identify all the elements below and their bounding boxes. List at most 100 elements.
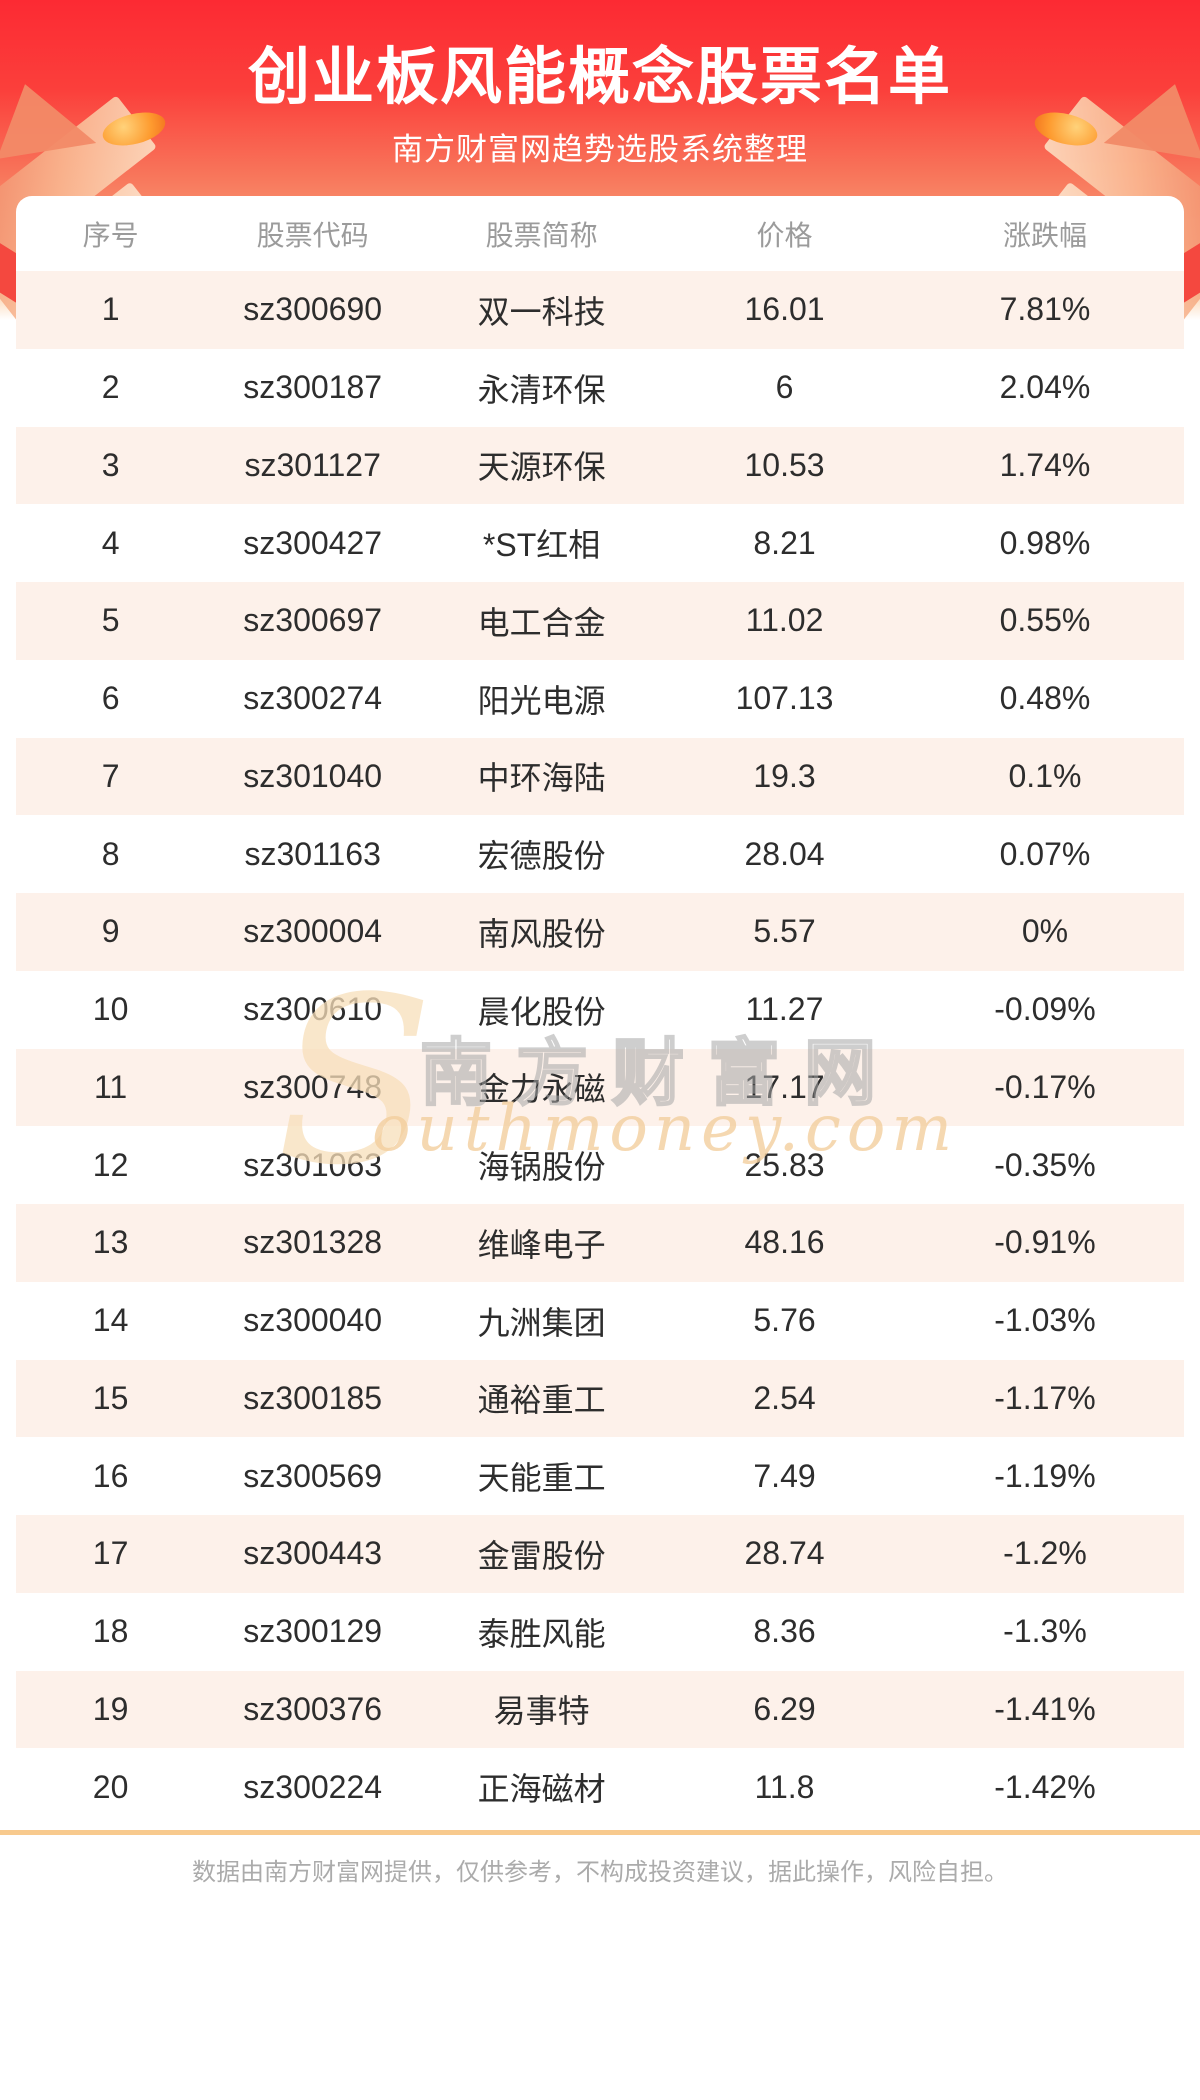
- table-cell: 泰胜风能: [477, 1615, 606, 1652]
- table-cell: 电工合金: [477, 604, 606, 641]
- table-header-row: 序号 股票代码 股票简称 价格 涨跌幅: [16, 196, 1184, 271]
- table-cell: -1.2%: [1003, 1535, 1087, 1572]
- table-cell: 4: [101, 524, 120, 561]
- table-cell: 18: [92, 1613, 129, 1650]
- table-cell: sz300569: [243, 1457, 383, 1494]
- table-cell: sz300443: [243, 1535, 383, 1572]
- table-cell: sz300427: [243, 524, 383, 561]
- table-cell: sz300040: [243, 1302, 383, 1339]
- table-cell: 0.55%: [999, 602, 1091, 639]
- table-row: 13 sz301328 维峰电子 48.16 -0.91%: [16, 1204, 1184, 1282]
- table-row: 12 sz301063 海锅股份 25.83 -0.35%: [16, 1126, 1184, 1204]
- column-header: 序号: [82, 219, 139, 251]
- table-cell: 6: [101, 680, 120, 717]
- table-cell: 8: [101, 835, 120, 872]
- table-cell: 9: [101, 913, 120, 950]
- table-cell: 1.74%: [999, 446, 1091, 483]
- table-cell: 晨化股份: [477, 993, 606, 1030]
- table-row: 6 sz300274 阳光电源 107.13 0.48%: [16, 660, 1184, 738]
- table-cell: -0.91%: [994, 1224, 1096, 1261]
- table-cell: 11.27: [745, 991, 824, 1028]
- table-cell: 8.21: [753, 524, 816, 561]
- table-cell: 0.98%: [999, 524, 1091, 561]
- table-row: 15 sz300185 通裕重工 2.54 -1.17%: [16, 1359, 1184, 1438]
- table-cell: 11.02: [745, 602, 824, 639]
- table-cell: 12: [92, 1146, 129, 1183]
- table-cell: 阳光电源: [477, 682, 606, 719]
- disclaimer-text: 数据由南方财富网提供，仅供参考，不构成投资建议，据此操作，风险自担。: [192, 1859, 1008, 1886]
- table-cell: sz301040: [243, 757, 383, 794]
- table-body: 1 sz300690 双一科技 16.01 7.81% 2 sz300187 永清环保 6 2.0…: [16, 271, 1184, 1826]
- table-cell: sz300274: [243, 680, 383, 717]
- table-row: 4 sz300427 *ST红相 8.21 0.98%: [16, 504, 1184, 582]
- table-row: 14 sz300040 九洲集团 5.76 -1.03%: [16, 1282, 1184, 1360]
- table-cell: sz301328: [243, 1224, 383, 1261]
- table-cell: 19.3: [753, 757, 816, 794]
- table-row: 1 sz300690 双一科技 16.01 7.81%: [16, 271, 1184, 349]
- table-row: 9 sz300004 南风股份 5.57 0%: [16, 893, 1184, 971]
- table-cell: 48.16: [744, 1224, 825, 1261]
- table-cell: 通裕重工: [477, 1382, 606, 1419]
- table-cell: sz300129: [243, 1613, 383, 1650]
- column-header: 股票简称: [485, 219, 598, 251]
- table-cell: 九洲集团: [477, 1304, 606, 1341]
- table-cell: 28.74: [744, 1535, 825, 1572]
- column-header: 价格: [756, 219, 813, 251]
- table-cell: 19: [92, 1690, 129, 1727]
- page-title: 创业板风能概念股票名单: [247, 43, 952, 112]
- table-cell: 2: [101, 369, 120, 406]
- table-cell: 107.13: [735, 680, 834, 717]
- table-cell: 金力永磁: [477, 1071, 606, 1108]
- table-cell: 7: [101, 757, 120, 794]
- table-cell: -1.42%: [994, 1768, 1096, 1805]
- table-row: 18 sz300129 泰胜风能 8.36 -1.3%: [16, 1593, 1184, 1671]
- table-row: 20 sz300224 正海磁材 11.8 -1.42%: [16, 1748, 1184, 1826]
- table-cell: 天能重工: [477, 1460, 606, 1497]
- table-cell: -0.09%: [994, 991, 1096, 1028]
- table-cell: 0.07%: [999, 835, 1091, 872]
- table-cell: sz301063: [243, 1146, 383, 1183]
- table-cell: 双一科技: [477, 293, 606, 330]
- table-cell: -1.17%: [994, 1379, 1096, 1416]
- stock-table-card: 序号 股票代码 股票简称 价格 涨跌幅 1 sz300690 双一科技 16.01 7.81% 2…: [16, 196, 1184, 1826]
- table-row: 10 sz300610 晨化股份 11.27 -0.09%: [16, 971, 1184, 1049]
- table-cell: 11: [93, 1068, 128, 1105]
- table-cell: 7.49: [753, 1457, 816, 1494]
- table-cell: sz300224: [243, 1768, 383, 1805]
- table-cell: 11.8: [754, 1768, 815, 1805]
- table-cell: 5: [101, 602, 120, 639]
- table-cell: -1.41%: [994, 1690, 1096, 1727]
- table-cell: 14: [92, 1302, 129, 1339]
- table-cell: -0.17%: [994, 1068, 1096, 1105]
- table-cell: sz300690: [243, 291, 383, 328]
- table-cell: 25.83: [744, 1146, 825, 1183]
- table-row: 5 sz300697 电工合金 11.02 0.55%: [16, 582, 1184, 660]
- table-cell: 6.29: [753, 1690, 816, 1727]
- table-row: 16 sz300569 天能重工 7.49 -1.19%: [16, 1437, 1184, 1515]
- table-cell: 宏德股份: [477, 838, 606, 875]
- table-cell: 17: [92, 1535, 129, 1572]
- table-row: 19 sz300376 易事特 6.29 -1.41%: [16, 1670, 1184, 1749]
- table-cell: 16: [92, 1457, 129, 1494]
- table-cell: 易事特: [493, 1693, 590, 1730]
- table-row: 2 sz300187 永清环保 6 2.04%: [16, 349, 1184, 427]
- table-cell: -1.3%: [1003, 1613, 1087, 1650]
- table-cell: 中环海陆: [477, 760, 606, 797]
- table-cell: 16.01: [744, 291, 825, 328]
- table-cell: sz300376: [243, 1690, 383, 1727]
- table-cell: sz300610: [243, 991, 383, 1028]
- table-cell: 20: [92, 1768, 129, 1805]
- table-cell: 南风股份: [477, 915, 606, 952]
- column-header: 股票代码: [256, 219, 369, 251]
- table-cell: 13: [92, 1224, 129, 1261]
- table-cell: 0.1%: [1008, 757, 1082, 794]
- table-row: 3 sz301127 天源环保 10.53 1.74%: [16, 426, 1184, 505]
- table-cell: 3: [101, 446, 120, 483]
- table-cell: 0.48%: [999, 680, 1091, 717]
- table-cell: 5.76: [753, 1302, 816, 1339]
- table-cell: 8.36: [753, 1613, 816, 1650]
- table-row: 7 sz301040 中环海陆 19.3 0.1%: [16, 737, 1184, 816]
- table-row: 17 sz300443 金雷股份 28.74 -1.2%: [16, 1515, 1184, 1593]
- table-cell: -0.35%: [994, 1146, 1096, 1183]
